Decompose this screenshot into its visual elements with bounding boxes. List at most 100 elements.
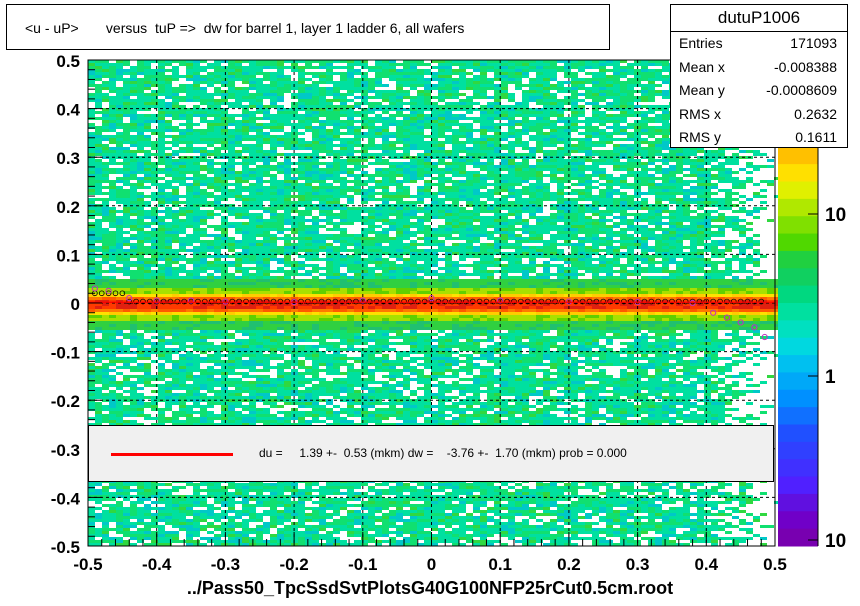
heat-cell <box>221 108 228 111</box>
heat-cell <box>116 231 123 234</box>
heat-cell <box>256 126 263 129</box>
heat-cell <box>137 177 144 180</box>
heat-cell <box>221 189 228 192</box>
heat-cell <box>319 537 326 540</box>
heat-cell <box>193 201 200 204</box>
heat-cell <box>123 243 130 246</box>
heat-cell <box>109 390 116 393</box>
heat-cell <box>200 249 207 252</box>
heat-cell <box>305 327 312 330</box>
heat-cell <box>130 183 137 186</box>
heat-cell <box>319 132 326 135</box>
heat-cell <box>284 234 291 237</box>
heat-cell <box>200 78 207 81</box>
heat-cell <box>235 87 242 90</box>
heat-cell <box>319 171 326 174</box>
heat-cell <box>256 351 263 354</box>
heat-cell <box>298 363 305 366</box>
heat-cell <box>109 180 116 183</box>
heat-cell <box>340 192 347 195</box>
heat-cell <box>123 72 130 75</box>
heat-cell <box>193 87 200 90</box>
heat-cell <box>109 81 116 84</box>
heat-cell <box>137 288 144 291</box>
heat-cell <box>158 186 165 189</box>
heat-cell <box>263 342 270 345</box>
heat-cell <box>270 423 277 426</box>
heat-cell <box>130 270 137 273</box>
heat-cell <box>284 141 291 144</box>
heat-cell <box>305 336 312 339</box>
heat-cell <box>200 60 207 63</box>
heat-cell <box>319 201 326 204</box>
heat-cell <box>312 483 319 486</box>
heat-cell <box>228 369 235 372</box>
heat-cell <box>333 396 340 399</box>
heat-cell <box>221 375 228 378</box>
heat-cell <box>340 183 347 186</box>
heat-cell <box>221 129 228 132</box>
heat-cell <box>116 300 123 303</box>
heat-cell <box>235 411 242 414</box>
heat-cell <box>88 531 95 534</box>
heat-cell <box>109 309 116 312</box>
heat-cell <box>277 114 284 117</box>
heat-cell <box>116 267 123 270</box>
heat-cell <box>109 303 116 306</box>
heat-cell <box>298 303 305 306</box>
heat-cell <box>172 351 179 354</box>
heat-cell <box>235 153 242 156</box>
heat-cell <box>193 483 200 486</box>
heat-cell <box>151 93 158 96</box>
heat-cell <box>137 132 144 135</box>
heat-cell <box>263 297 270 300</box>
heat-cell <box>277 369 284 372</box>
heat-cell <box>256 87 263 90</box>
heat-cell <box>158 288 165 291</box>
heat-cell <box>319 258 326 261</box>
heat-cell <box>333 270 340 273</box>
heat-cell <box>256 243 263 246</box>
heat-cell <box>123 351 130 354</box>
heat-cell <box>298 96 305 99</box>
heat-cell <box>151 207 158 210</box>
heat-cell <box>249 216 256 219</box>
heat-cell <box>102 504 109 507</box>
heat-cell <box>235 255 242 258</box>
heat-cell <box>256 312 263 315</box>
heat-cell <box>235 207 242 210</box>
heat-cell <box>221 525 228 528</box>
heat-cell <box>221 297 228 300</box>
heat-cell <box>165 216 172 219</box>
heat-cell <box>158 129 165 132</box>
heat-cell <box>214 390 221 393</box>
heat-cell <box>193 150 200 153</box>
heat-cell <box>242 360 249 363</box>
heat-cell <box>193 258 200 261</box>
heat-cell <box>193 195 200 198</box>
heat-cell <box>242 114 249 117</box>
heat-cell <box>270 498 277 501</box>
heat-cell <box>221 495 228 498</box>
heat-cell <box>200 327 207 330</box>
heat-cell <box>242 246 249 249</box>
heat-cell <box>151 102 158 105</box>
heat-cell <box>95 378 102 381</box>
heat-cell <box>256 171 263 174</box>
heat-cell <box>277 288 284 291</box>
heat-cell <box>277 144 284 147</box>
heat-cell <box>312 180 319 183</box>
heat-cell <box>123 258 130 261</box>
heat-cell <box>179 516 186 519</box>
heat-cell <box>326 486 333 489</box>
heat-cell <box>221 402 228 405</box>
heat-cell <box>340 177 347 180</box>
heat-cell <box>123 141 130 144</box>
heat-cell <box>165 351 172 354</box>
heat-cell <box>200 153 207 156</box>
heat-cell <box>235 240 242 243</box>
heat-cell <box>102 297 109 300</box>
heat-cell <box>95 63 102 66</box>
heat-cell <box>291 231 298 234</box>
heat-cell <box>235 126 242 129</box>
